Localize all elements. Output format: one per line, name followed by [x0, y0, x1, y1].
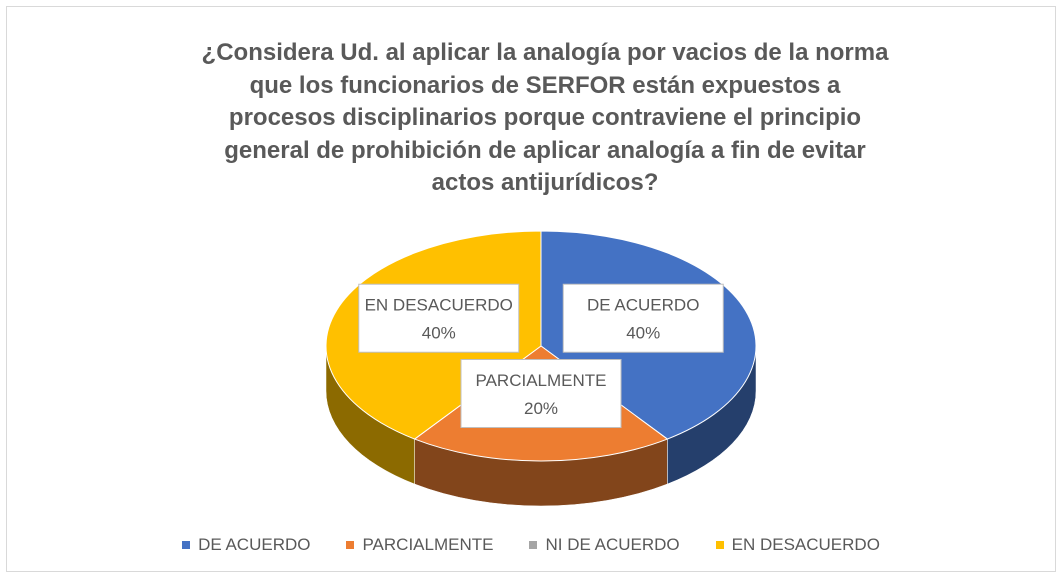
legend-item: PARCIALMENTE	[346, 535, 493, 555]
legend-swatch	[529, 541, 538, 549]
chart: ¿Considera Ud. al aplicar la analogía po…	[6, 6, 1056, 572]
legend-swatch	[182, 541, 191, 549]
legend-label: PARCIALMENTE	[362, 535, 494, 554]
label-category: PARCIALMENTE	[476, 371, 607, 390]
plot: DE ACUERDO 40% PARCIALMENTE 20% EN DESACUERD…	[325, 230, 757, 507]
data-label: PARCIALMENTE 20%	[460, 359, 622, 428]
legend-item: EN DESACUERDO	[715, 535, 880, 555]
legend-label: EN DESACUERDO	[731, 535, 880, 554]
data-label: EN DESACUERDO 40%	[358, 283, 520, 353]
label-box	[358, 283, 520, 353]
legend-item: NI DE ACUERDO	[529, 535, 680, 555]
legend: DE ACUERDO PARCIALMENTE NI DE ACUERDO EN DE…	[7, 535, 1055, 555]
legend-item: DE ACUERDO	[182, 535, 310, 555]
label-value: 40%	[422, 324, 456, 343]
label-box	[460, 359, 622, 428]
label-value: 40%	[626, 324, 660, 343]
label-value: 20%	[524, 399, 558, 418]
label-category: EN DESACUERDO	[365, 296, 513, 315]
chart-title: ¿Considera Ud. al aplicar la analogía po…	[201, 39, 889, 196]
label-box	[562, 283, 724, 353]
legend-swatch	[715, 541, 724, 549]
data-label: DE ACUERDO 40%	[562, 283, 724, 353]
legend-swatch	[346, 541, 355, 549]
legend-label: DE ACUERDO	[198, 535, 311, 554]
legend-label: NI DE ACUERDO	[545, 535, 680, 554]
label-category: DE ACUERDO	[587, 296, 699, 315]
